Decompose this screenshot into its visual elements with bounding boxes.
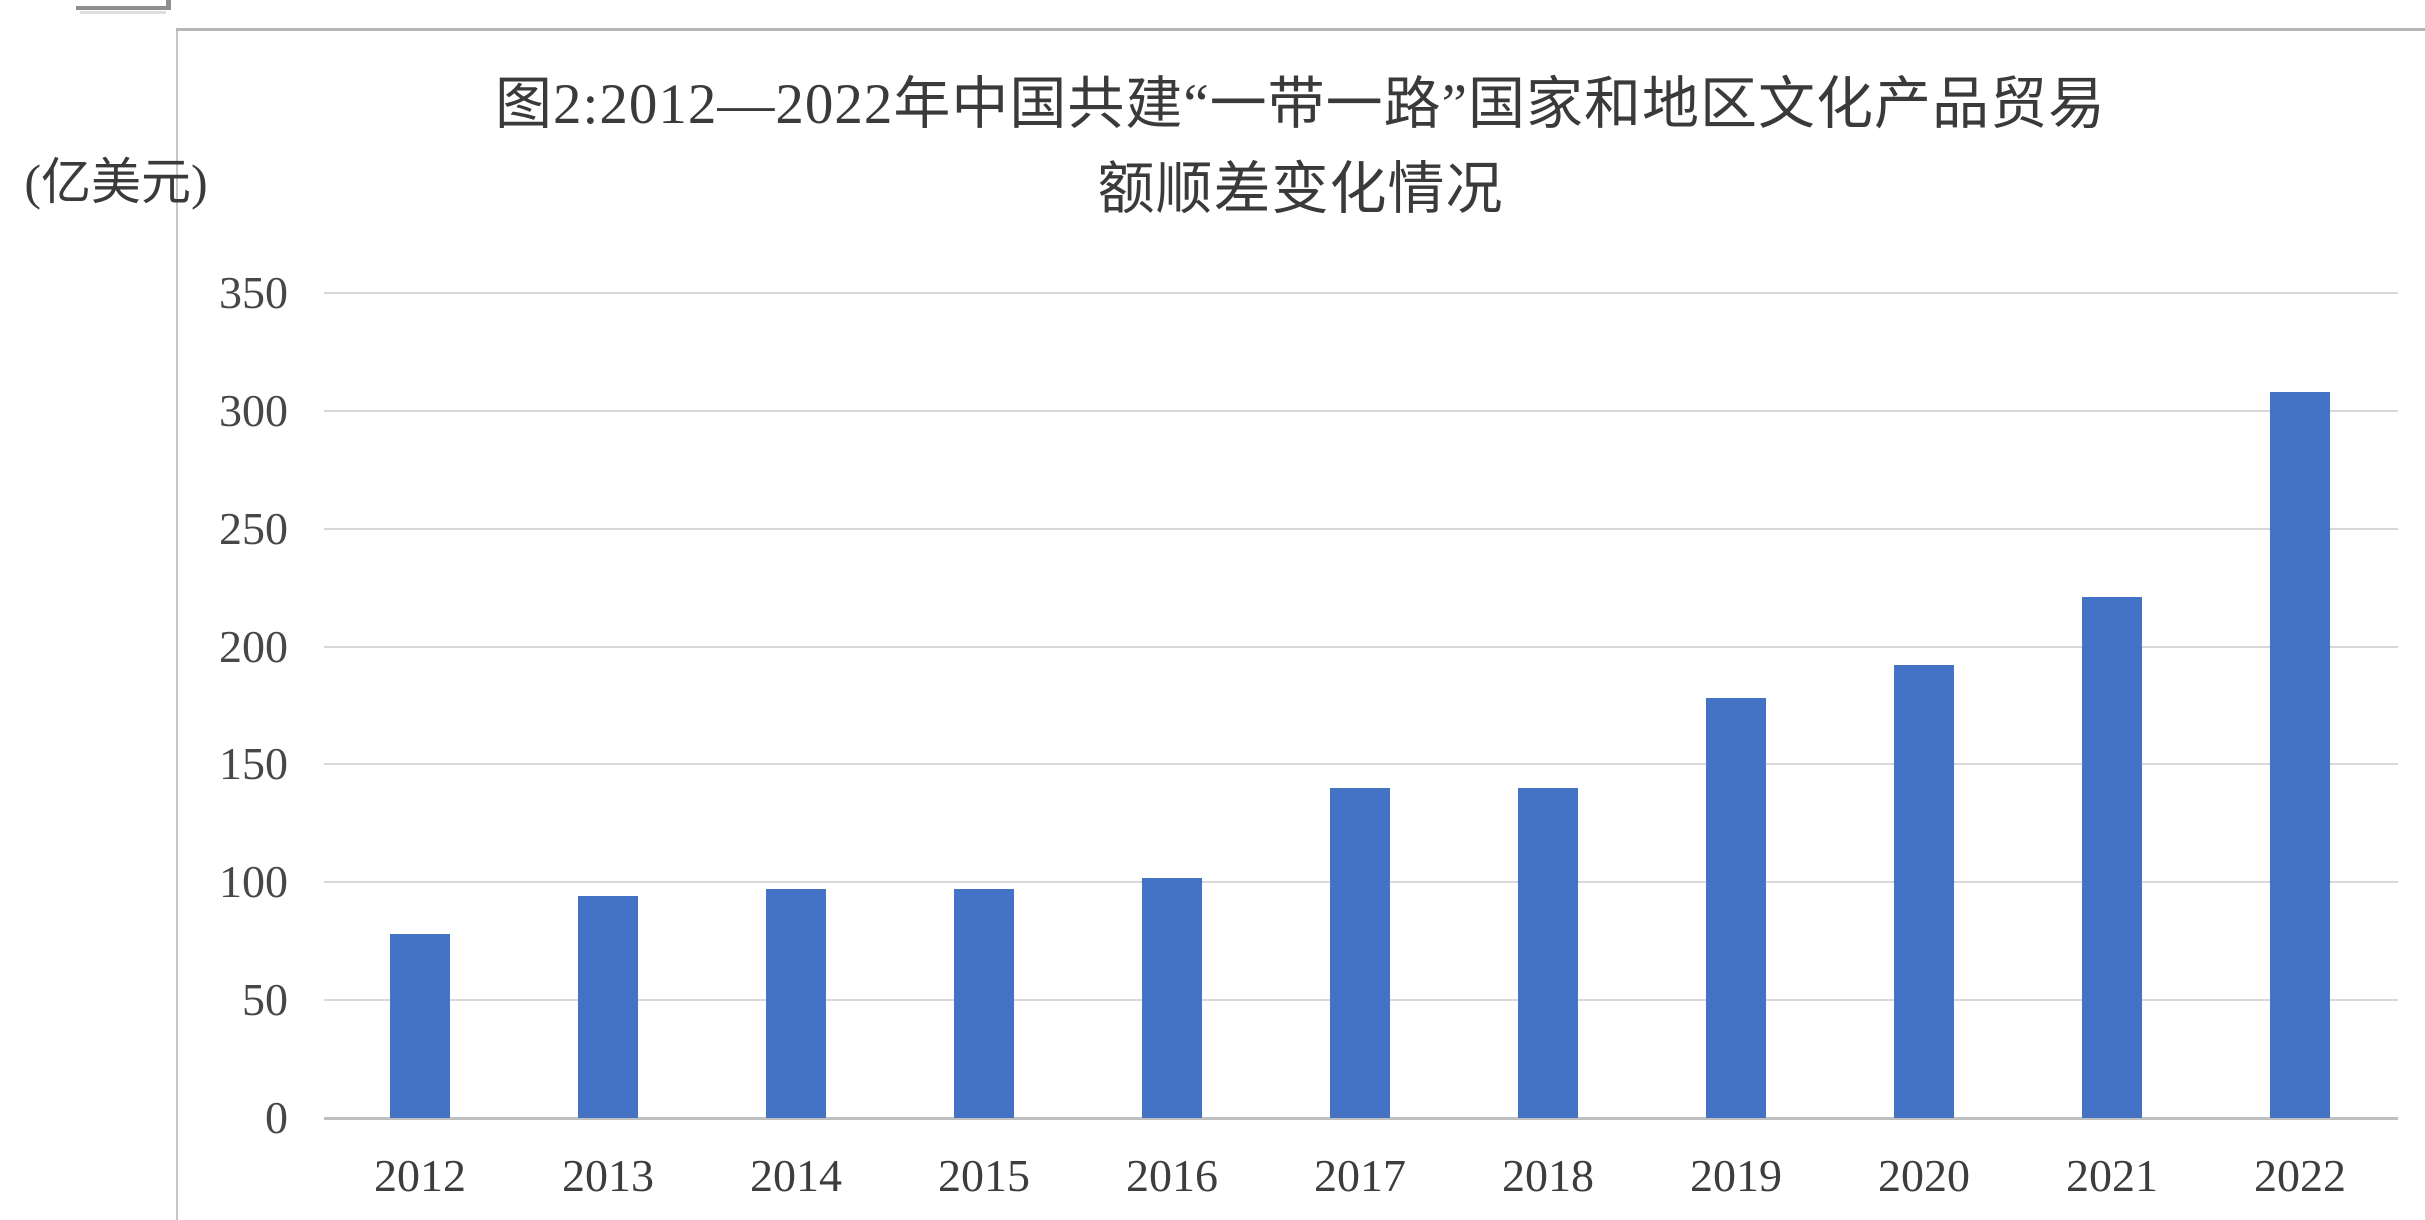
chart-frame-left-border xyxy=(176,28,178,1220)
chart-title: 图2:2012—2022年中国共建“一带一路”国家和地区文化产品贸易 额顺差变化… xyxy=(176,62,2425,232)
x-tick-label-2018: 2018 xyxy=(1502,1150,1594,1201)
y-tick-label-150: 150 xyxy=(219,738,288,790)
chart-title-line2: 额顺差变化情况 xyxy=(1097,158,1504,221)
bar-2022 xyxy=(2270,392,2330,1118)
x-tick-label-2022: 2022 xyxy=(2254,1150,2346,1201)
gridline-200 xyxy=(324,645,2398,648)
x-tick-label-2015: 2015 xyxy=(938,1150,1030,1201)
y-axis-unit-label: (亿美元) xyxy=(24,154,208,210)
chart-title-line1: 图2:2012—2022年中国共建“一带一路”国家和地区文化产品贸易 xyxy=(495,73,2106,136)
chart-frame-top-border xyxy=(176,28,2425,31)
bar-2017 xyxy=(1330,788,1390,1118)
x-tick-label-2017: 2017 xyxy=(1314,1150,1406,1201)
bar-2012 xyxy=(390,934,450,1118)
x-tick-label-2013: 2013 xyxy=(562,1150,654,1201)
x-tick-label-2020: 2020 xyxy=(1878,1150,1970,1201)
y-tick-label-100: 100 xyxy=(219,856,288,908)
x-tick-label-2012: 2012 xyxy=(374,1150,466,1201)
bar-2020 xyxy=(1894,665,1954,1118)
bar-2018 xyxy=(1518,788,1578,1118)
gridline-300 xyxy=(324,409,2398,412)
y-tick-label-50: 50 xyxy=(242,974,288,1026)
bar-2016 xyxy=(1142,878,1202,1118)
y-tick-label-0: 0 xyxy=(265,1092,288,1143)
bar-2019 xyxy=(1706,698,1766,1118)
gridline-0 xyxy=(324,1117,2398,1120)
x-tick-label-2016: 2016 xyxy=(1126,1150,1218,1201)
gridline-350 xyxy=(324,292,2398,294)
bar-2014 xyxy=(766,889,826,1118)
bar-2013 xyxy=(578,896,638,1118)
cropped-ui-fragment-shadow xyxy=(80,11,166,14)
bar-2021 xyxy=(2082,597,2142,1118)
y-tick-label-200: 200 xyxy=(219,620,288,672)
bar-2015 xyxy=(954,889,1014,1118)
x-tick-label-2019: 2019 xyxy=(1690,1150,1782,1201)
gridline-250 xyxy=(324,527,2398,530)
x-tick-label-2021: 2021 xyxy=(2066,1150,2158,1201)
y-tick-label-250: 250 xyxy=(219,502,288,554)
x-tick-label-2014: 2014 xyxy=(750,1150,842,1201)
y-tick-label-350: 350 xyxy=(219,267,288,318)
gridline-150 xyxy=(324,763,2398,766)
cropped-ui-fragment xyxy=(76,0,171,10)
y-tick-label-300: 300 xyxy=(219,384,288,436)
